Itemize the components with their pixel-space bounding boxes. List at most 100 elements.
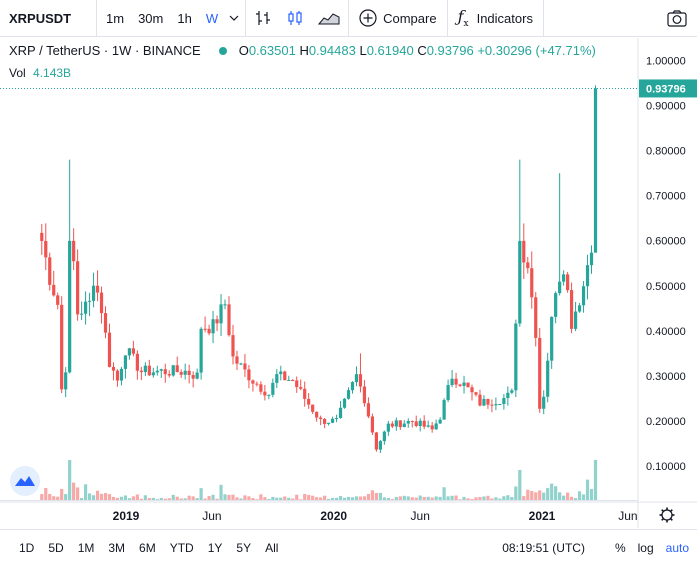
- range-ytd[interactable]: YTD: [169, 540, 194, 555]
- volume-bar: [370, 490, 375, 500]
- candle-body: [60, 304, 64, 390]
- candle-body: [410, 421, 414, 423]
- candle-body: [263, 391, 267, 396]
- volume-label: Vol: [9, 66, 26, 80]
- symbol-search-button[interactable]: XRPUSDT: [9, 10, 72, 26]
- toolbar-divider: [96, 0, 97, 37]
- compare-button[interactable]: Compare: [349, 0, 446, 37]
- candle-body: [219, 304, 223, 324]
- volume-bar: [235, 497, 239, 500]
- range-3m[interactable]: 3M: [108, 540, 126, 555]
- candle-body: [303, 388, 307, 399]
- volume-bar: [191, 496, 195, 500]
- volume-bar: [159, 497, 163, 500]
- timeframe-group: 1m 30m 1h W: [97, 0, 245, 37]
- timeframe-w[interactable]: W: [205, 10, 219, 26]
- candle-body: [52, 284, 56, 296]
- volume-bar: [199, 488, 203, 500]
- candle-body: [283, 371, 287, 381]
- candle-body: [127, 348, 132, 356]
- volume-bar: [259, 494, 263, 500]
- candle-body: [518, 240, 522, 324]
- volume-bar: [390, 499, 394, 500]
- volume-bar: [414, 497, 418, 500]
- volume-bar: [155, 499, 159, 500]
- candle-body: [438, 419, 442, 424]
- area-style-icon[interactable]: [310, 0, 348, 37]
- volume-bar: [291, 498, 295, 500]
- candle-body: [390, 423, 394, 427]
- timeframe-1h[interactable]: 1h: [177, 10, 192, 26]
- volume-bar: [131, 496, 135, 500]
- camera-icon[interactable]: [657, 0, 697, 37]
- candle-body: [175, 365, 179, 373]
- volume-bar: [482, 496, 486, 500]
- volume-bar: [271, 496, 275, 500]
- gear-icon[interactable]: [661, 509, 673, 521]
- candle-body: [243, 363, 247, 370]
- gear-tooth: [661, 517, 665, 521]
- volume-bar: [319, 497, 323, 500]
- range-1m[interactable]: 1M: [77, 540, 95, 555]
- candle-body: [271, 382, 275, 395]
- candle-body: [546, 360, 550, 397]
- candle-body: [370, 416, 375, 433]
- volume-bar: [366, 493, 371, 500]
- candle-body: [135, 353, 139, 371]
- candle-body: [378, 441, 382, 450]
- indicators-button[interactable]: ƒx Indicators: [448, 0, 543, 37]
- price-tick-label: 0.60000: [646, 236, 686, 248]
- volume-bar: [554, 486, 558, 500]
- time-tick-label: 2020: [320, 509, 347, 523]
- candle-body: [418, 420, 422, 427]
- ohlc-values: O0.63501 H0.94483 L0.61940 C0.93796 +0.3…: [239, 43, 596, 58]
- candle-body: [195, 372, 199, 379]
- auto-toggle[interactable]: auto: [665, 540, 689, 555]
- candle-body: [64, 372, 68, 390]
- open-value: 0.63501: [248, 43, 296, 58]
- volume-bar: [494, 497, 498, 500]
- candle-body: [291, 380, 295, 382]
- toolbar-divider: [446, 0, 448, 37]
- price-tick-label: 0.90000: [646, 101, 686, 113]
- range-all[interactable]: All: [265, 540, 279, 555]
- candle-body: [319, 417, 323, 419]
- volume-bar: [550, 483, 554, 500]
- price-chart[interactable]: 1.00000 0.90000 0.80000 0.70000 0.60000 0.500…: [0, 38, 697, 528]
- volume-bar: [462, 496, 466, 500]
- volume-bar: [123, 495, 128, 500]
- candle-body: [394, 420, 398, 427]
- range-1d[interactable]: 1D: [19, 540, 35, 555]
- range-5d[interactable]: 5D: [48, 540, 64, 555]
- range-6m[interactable]: 6M: [139, 540, 156, 555]
- volume-bar: [183, 498, 187, 500]
- volume-bar: [338, 496, 343, 500]
- candle-body: [450, 378, 454, 386]
- log-toggle[interactable]: log: [637, 540, 654, 555]
- percent-toggle[interactable]: %: [614, 540, 626, 555]
- timeframe-30m[interactable]: 30m: [138, 10, 164, 26]
- candle-body: [538, 337, 542, 409]
- volume-bar: [187, 495, 191, 500]
- time-tick-label: Jun: [411, 509, 430, 523]
- price-tick-label: 0.10000: [646, 461, 686, 473]
- candle-body: [99, 292, 104, 314]
- candle-body: [566, 274, 570, 291]
- volume-bar: [99, 493, 104, 500]
- timeframe-1m[interactable]: 1m: [106, 10, 125, 26]
- range-5y[interactable]: 5Y: [236, 540, 252, 555]
- candle-body: [163, 369, 167, 375]
- chevron-down-icon[interactable]: [225, 15, 243, 21]
- candle-body: [585, 265, 590, 287]
- range-1y[interactable]: 1Y: [207, 540, 223, 555]
- bar-style-icon[interactable]: [246, 0, 280, 37]
- candle-body: [40, 232, 44, 241]
- volume-bar: [299, 499, 303, 500]
- candle-body: [366, 403, 371, 417]
- volume-bar: [239, 498, 243, 500]
- utc-clock[interactable]: 08:19:51 (UTC): [502, 540, 585, 555]
- candles-icon[interactable]: [280, 0, 310, 37]
- volume-bar: [295, 494, 299, 500]
- volume-bar: [215, 498, 219, 500]
- tradingview-logo-icon[interactable]: [10, 466, 40, 496]
